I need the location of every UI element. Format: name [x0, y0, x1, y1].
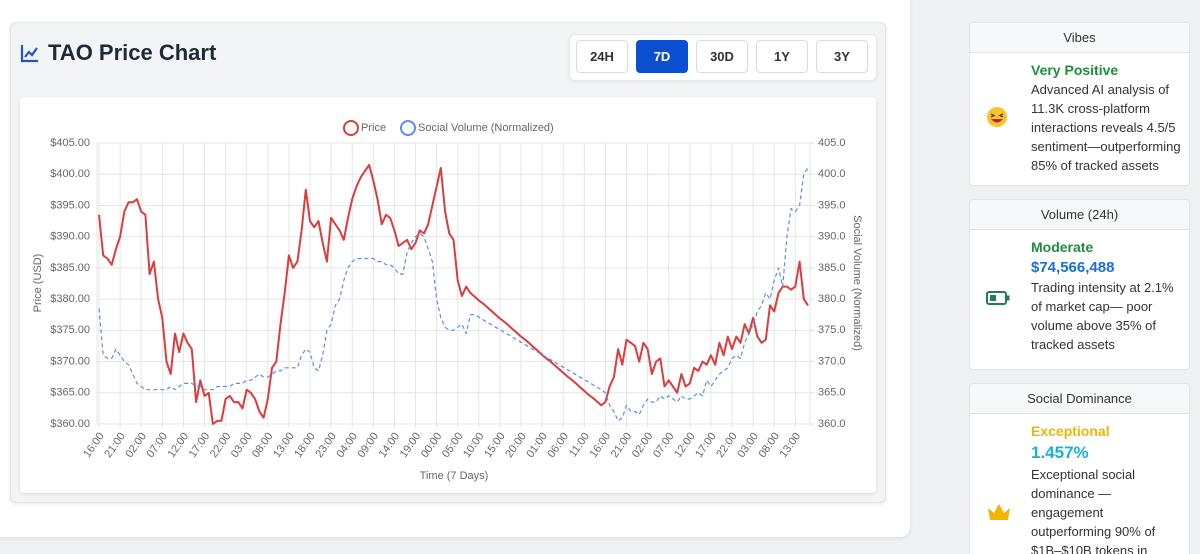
x-tick-label: 12:00: [166, 431, 192, 460]
timeframe-button[interactable]: 24H: [576, 40, 628, 73]
metric: 1.457%: [1031, 443, 1089, 462]
legend-label: Social Volume (Normalized): [418, 122, 554, 134]
plot-border: [96, 142, 811, 425]
legend-marker: [343, 120, 359, 136]
x-tick-label: 08:00: [250, 431, 276, 460]
x-tick-label: 18:00: [292, 431, 318, 460]
header: TAO Price Chart: [20, 40, 216, 66]
y-tick-label: $405.00: [50, 137, 90, 149]
x-tick-label: 17:00: [693, 431, 719, 460]
timeframe-button[interactable]: 3Y: [816, 40, 868, 73]
y-tick-label: $360.00: [50, 418, 90, 430]
y2-tick-label: 405.0: [818, 137, 846, 149]
series-line: [98, 163, 809, 425]
x-tick-label: 21:00: [609, 431, 635, 460]
x-tick-label: 07:00: [145, 431, 171, 460]
y-tick-label: $400.00: [50, 168, 90, 180]
y-tick-label: $390.00: [50, 231, 90, 243]
timeframe-selector: 24H 7D 30D 1Y 3Y: [569, 34, 877, 81]
y2-axis-title: Social Volume (Normalized): [851, 215, 863, 351]
y2-tick-label: 395.0: [818, 199, 846, 211]
x-tick-label: 13:00: [778, 431, 804, 460]
volume-card: Volume (24h) Moderate $74,566,488 Trading …: [969, 199, 1190, 370]
x-tick-label: 19:00: [398, 431, 424, 460]
x-tick-label: 02:00: [123, 431, 149, 460]
x-tick-label: 03:00: [735, 431, 761, 460]
rating: Exceptional: [1031, 423, 1110, 439]
card-header: Social Dominance: [970, 384, 1189, 414]
x-tick-label: 07:00: [651, 431, 677, 460]
x-axis-title: Time (7 Days): [420, 470, 489, 482]
x-tick-label: 02:00: [630, 431, 656, 460]
x-tick-label: 14:00: [377, 431, 403, 460]
x-tick-label: 23:00: [313, 431, 339, 460]
x-tick-label: 10:00: [461, 431, 487, 460]
series-line: [98, 167, 809, 422]
legend-marker: [400, 120, 416, 136]
y2-tick-label: 380.0: [818, 293, 846, 305]
y-tick-label: $385.00: [50, 262, 90, 274]
x-tick-label: 21:00: [102, 431, 128, 460]
y-axis-title: Price (USD): [32, 254, 44, 313]
y-tick-label: $395.00: [50, 199, 90, 211]
card-header: Volume (24h): [970, 200, 1189, 230]
y2-tick-label: 385.0: [818, 262, 846, 274]
description: Exceptional social dominance — engagemen…: [1031, 467, 1156, 554]
chart: $360.00 $365.00 $370.00 $375.00 $380.00 $385.…: [32, 120, 863, 482]
x-tick-label: 06:00: [545, 431, 571, 460]
rating: Very Positive: [1031, 62, 1119, 78]
x-tick-label: 17:00: [187, 431, 213, 460]
vibes-card: Vibes Very Positive Advanced AI analysis …: [969, 22, 1190, 186]
battery-icon: [986, 291, 1010, 305]
laugh-emoji: [987, 107, 1007, 127]
social-dominance-card: Social Dominance Exceptional 1.457% Except…: [969, 383, 1190, 554]
x-tick-label: 22:00: [714, 431, 740, 460]
x-tick-label: 16:00: [81, 431, 107, 460]
x-tick-label: 12:00: [672, 431, 698, 460]
x-tick-label: 11:00: [567, 431, 592, 460]
x-tick-label: 05:00: [440, 431, 466, 460]
card-header: Vibes: [970, 23, 1189, 53]
x-tick-label: 22:00: [208, 431, 234, 460]
timeframe-button[interactable]: 30D: [696, 40, 748, 73]
x-tick-label: 16:00: [588, 431, 614, 460]
crown-icon: [988, 504, 1010, 520]
description: Trading intensity at 2.1% of market cap—…: [1031, 280, 1174, 352]
x-tick-label: 15:00: [482, 431, 508, 460]
legend-label: Price: [361, 122, 386, 134]
y2-tick-label: 375.0: [818, 324, 846, 336]
y2-tick-label: 360.0: [818, 418, 846, 430]
y2-tick-label: 390.0: [818, 231, 846, 243]
y2-tick-label: 400.0: [818, 168, 846, 180]
x-tick-label: 20:00: [503, 431, 529, 460]
y-tick-label: $365.00: [50, 387, 90, 399]
x-tick-label: 00:00: [419, 431, 445, 460]
x-tick-label: 01:00: [524, 431, 550, 460]
y-tick-label: $375.00: [50, 324, 90, 336]
description: Advanced AI analysis of 11.3K cross-plat…: [1031, 82, 1181, 173]
chart-icon: [20, 45, 38, 63]
chart-title: TAO Price Chart: [48, 40, 217, 65]
y2-tick-label: 370.0: [818, 355, 846, 367]
x-tick-label: 08:00: [756, 431, 782, 460]
y-tick-label: $380.00: [50, 293, 90, 305]
x-tick-label: 03:00: [229, 431, 255, 460]
y-tick-label: $370.00: [50, 355, 90, 367]
x-tick-label: 09:00: [356, 431, 382, 460]
timeframe-button[interactable]: 7D: [636, 40, 688, 73]
metric: $74,566,488: [1031, 259, 1115, 276]
timeframe-button[interactable]: 1Y: [756, 40, 808, 73]
rating: Moderate: [1031, 239, 1094, 255]
x-tick-label: 04:00: [334, 431, 360, 460]
y2-tick-label: 365.0: [818, 387, 846, 399]
x-tick-label: 13:00: [271, 431, 297, 460]
chart-area: $360.00 $365.00 $370.00 $375.00 $380.00 $385.…: [20, 97, 876, 493]
